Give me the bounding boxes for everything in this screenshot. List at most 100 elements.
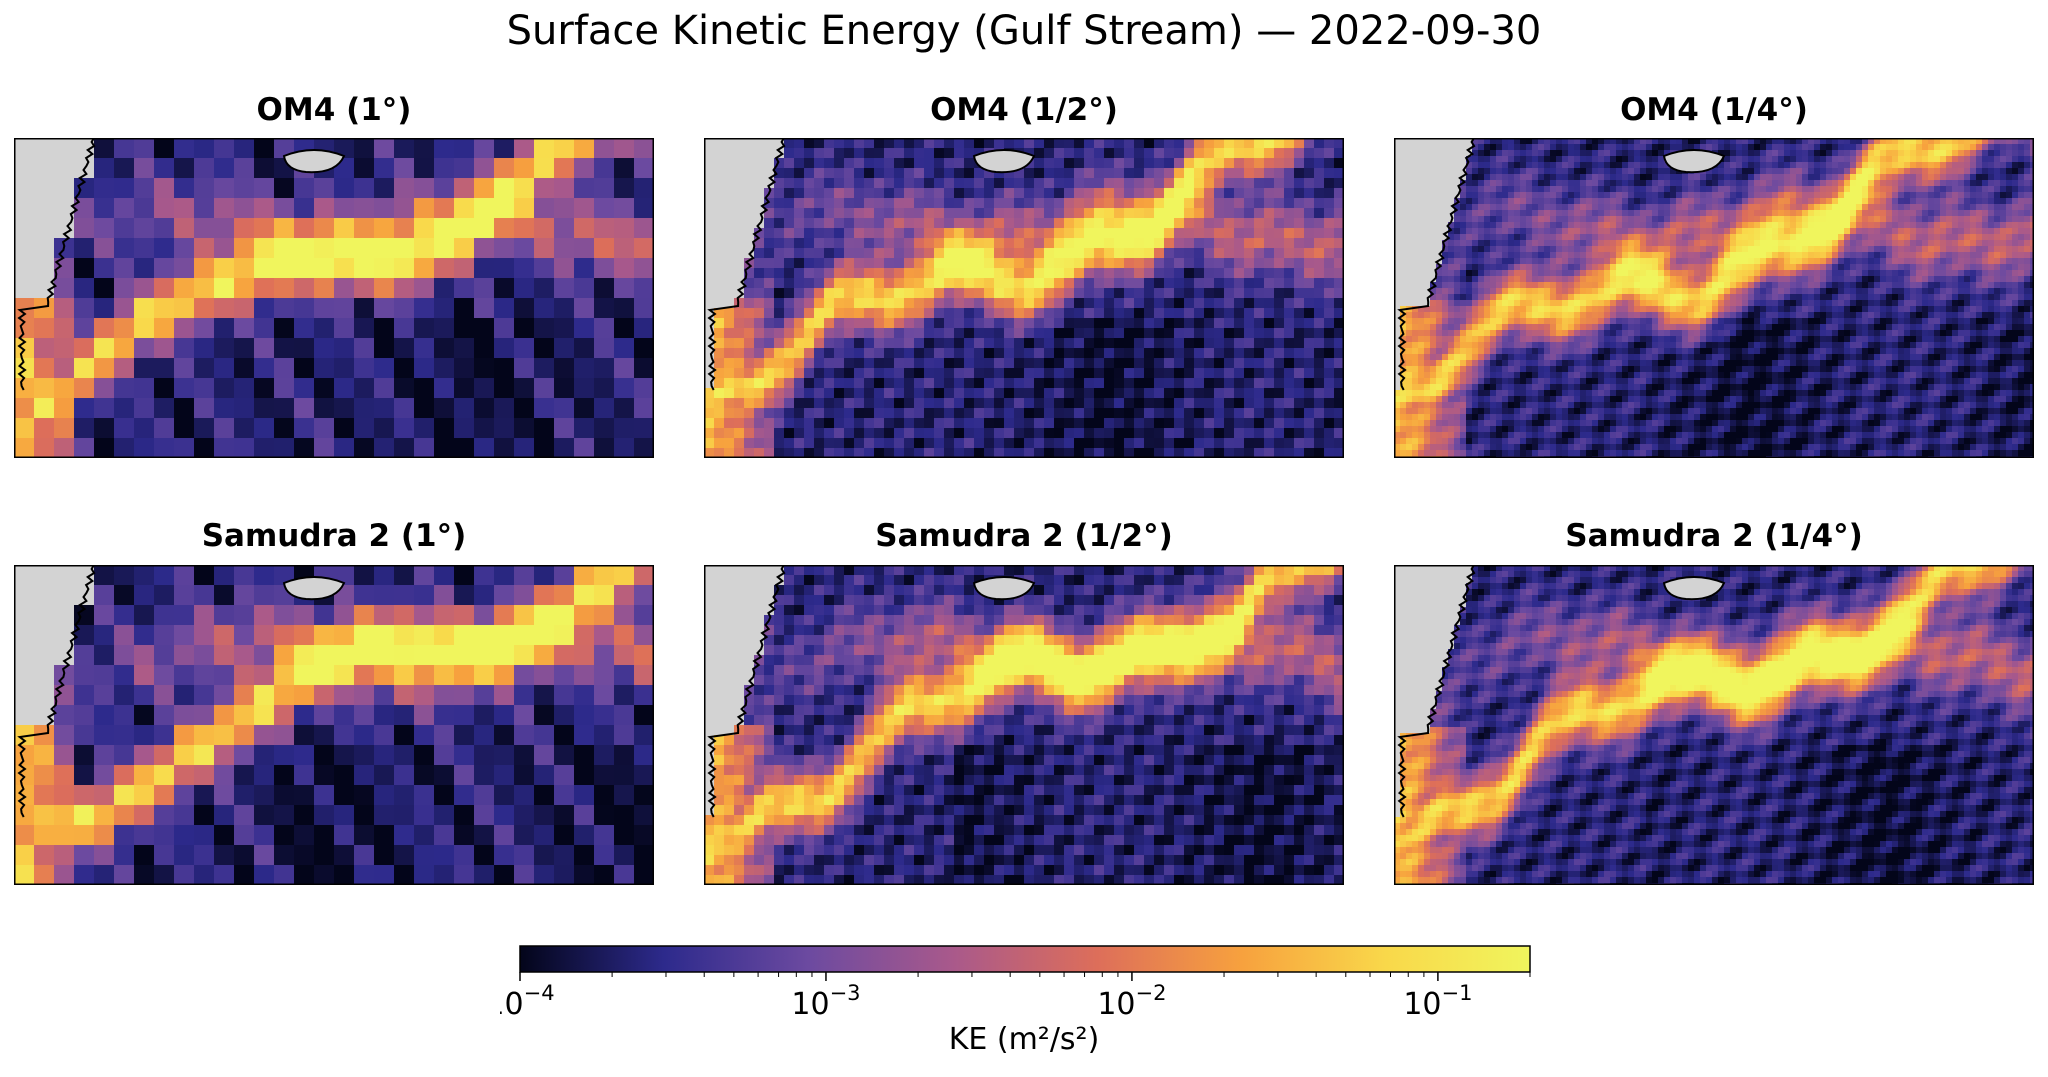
heatmap-cell: [1054, 258, 1065, 269]
heatmap-cell: [1460, 162, 1467, 169]
heatmap-cell: [1526, 198, 1533, 205]
heatmap-cell: [1586, 144, 1593, 151]
heatmap-cell: [1982, 144, 1989, 151]
heatmap-cell: [314, 318, 335, 339]
heatmap-cell: [1274, 428, 1285, 439]
heatmap-cell: [1424, 270, 1431, 277]
heatmap-cell: [1204, 298, 1215, 309]
heatmap-cell: [434, 218, 455, 239]
heatmap-cell: [784, 238, 795, 249]
heatmap-cell: [1556, 252, 1563, 259]
heatmap-cell: [974, 138, 985, 149]
heatmap-cell: [574, 398, 595, 419]
heatmap-cell: [1808, 258, 1815, 265]
heatmap-cell: [1214, 368, 1225, 379]
heatmap-cell: [974, 308, 985, 319]
heatmap-cell: [1436, 228, 1443, 235]
heatmap-cell: [1144, 268, 1155, 279]
heatmap-cell: [1988, 168, 1995, 175]
heatmap-cell: [1868, 138, 1875, 145]
heatmap-cell: [1114, 318, 1125, 329]
heatmap-cell: [1418, 180, 1425, 187]
heatmap-cell: [1024, 198, 1035, 209]
heatmap-cell: [1274, 188, 1285, 199]
heatmap-cell: [1790, 192, 1797, 199]
heatmap-cell: [1970, 222, 1977, 229]
heatmap-cell: [1610, 144, 1617, 151]
heatmap-cell: [1826, 144, 1833, 151]
heatmap-cell: [854, 438, 865, 449]
heatmap-cell: [764, 368, 775, 379]
heatmap-cell: [714, 198, 725, 209]
heatmap-cell: [734, 278, 745, 289]
heatmap-cell: [1550, 192, 1557, 199]
heatmap-cell: [1284, 398, 1295, 409]
heatmap-cell: [904, 288, 915, 299]
heatmap-cell: [1502, 240, 1509, 247]
heatmap-cell: [944, 358, 955, 369]
heatmap-cell: [1766, 204, 1773, 211]
heatmap-cell: [1730, 240, 1737, 247]
heatmap-cell: [734, 408, 745, 419]
heatmap-cell: [1324, 148, 1335, 159]
heatmap-cell: [714, 408, 725, 419]
heatmap-cell: [1454, 210, 1461, 217]
heatmap-cell: [134, 158, 155, 179]
heatmap-cell: [754, 258, 765, 269]
heatmap-cell: [774, 218, 785, 229]
heatmap-cell: [1598, 198, 1605, 205]
heatmap-cell: [1892, 222, 1899, 229]
heatmap-cell: [1922, 210, 1929, 217]
heatmap-cell: [1844, 240, 1851, 247]
heatmap-cell: [194, 218, 215, 239]
heatmap-cell: [1940, 258, 1947, 265]
heatmap-cell: [34, 158, 55, 179]
heatmap-cell: [1478, 240, 1485, 247]
heatmap-cell: [434, 438, 455, 458]
heatmap-cell: [1406, 186, 1413, 193]
heatmap-cell: [1184, 318, 1195, 329]
heatmap-cell: [1694, 204, 1701, 211]
heatmap-cell: [1820, 168, 1827, 175]
heatmap-cell: [1244, 388, 1255, 399]
coastline: [707, 138, 786, 391]
heatmap-cell: [1958, 264, 1965, 271]
heatmap-cell: [1254, 198, 1265, 209]
heatmap-cell: [334, 338, 355, 359]
heatmap-cell: [1694, 210, 1701, 217]
heatmap-cell: [514, 218, 535, 239]
heatmap-cell: [794, 288, 805, 299]
heatmap-cell: [194, 298, 215, 319]
heatmap-cell: [2012, 180, 2019, 187]
heatmap-cell: [1640, 204, 1647, 211]
heatmap-cell: [2012, 246, 2019, 253]
heatmap-cell: [964, 358, 975, 369]
heatmap-cell: [434, 358, 455, 379]
heatmap-cell: [1214, 168, 1225, 179]
heatmap-cell: [1154, 288, 1165, 299]
heatmap-svg: [704, 138, 1344, 458]
heatmap-cell: [1622, 174, 1629, 181]
heatmap-cell: [114, 258, 135, 279]
heatmap-cell: [1634, 234, 1641, 241]
heatmap-cell: [1604, 234, 1611, 241]
heatmap-cell: [1994, 138, 2001, 145]
heatmap-cell: [1204, 238, 1215, 249]
heatmap-cell: [114, 398, 135, 419]
heatmap-cell: [804, 148, 815, 159]
heatmap-cell: [714, 238, 725, 249]
heatmap-cell: [934, 448, 945, 458]
heatmap-cell: [1004, 228, 1015, 239]
heatmap-cell: [714, 348, 725, 359]
heatmap-cell: [454, 338, 475, 359]
heatmap-cell: [1850, 228, 1857, 235]
heatmap-cell: [1254, 178, 1265, 189]
heatmap-cell: [1982, 222, 1989, 229]
heatmap-cell: [1970, 264, 1977, 271]
heatmap-cell: [724, 238, 735, 249]
heatmap-cell: [1034, 198, 1045, 209]
heatmap-cell: [1928, 150, 1935, 157]
heatmap-cell: [1616, 240, 1623, 247]
heatmap-cell: [1184, 238, 1195, 249]
heatmap-cell: [1054, 238, 1065, 249]
